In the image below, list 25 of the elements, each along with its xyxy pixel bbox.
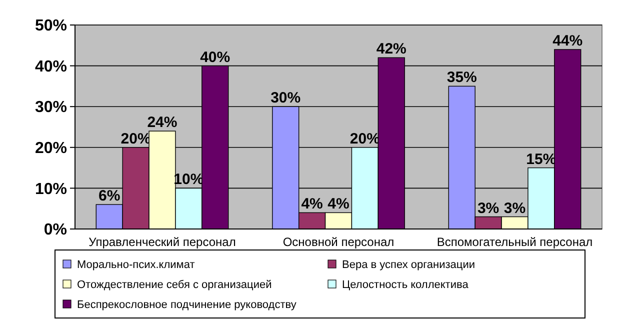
data-label: 40%: [200, 48, 230, 66]
x-tick-label: Вспомогательный персонал: [436, 235, 593, 249]
y-tick-label: 20%: [34, 140, 67, 157]
legend-label: Целостность коллектива: [342, 279, 470, 291]
y-tick-label: 50%: [34, 18, 67, 35]
data-label: 4%: [328, 196, 350, 213]
data-label: 4%: [301, 196, 323, 213]
y-tick-label: 40%: [34, 58, 67, 76]
data-label: 44%: [552, 32, 583, 50]
data-label: 6%: [98, 188, 120, 205]
legend-label: Отождествление себя с организацией: [77, 279, 272, 291]
y-tick-label: 10%: [34, 180, 67, 198]
data-label: 3%: [504, 200, 526, 217]
legend-label: Вера в успех организации: [342, 259, 476, 271]
y-tick-label: 0%: [44, 222, 67, 239]
legend-label: Морально-псих.климат: [77, 259, 195, 271]
data-label: 30%: [270, 90, 301, 107]
data-label: 35%: [446, 69, 477, 86]
legend-label: Беспрекословное подчинение руководству: [77, 299, 297, 311]
x-tick-label: Управленческий персонал: [88, 235, 236, 249]
y-tick-label: 30%: [34, 99, 67, 116]
data-label: 24%: [147, 114, 178, 132]
data-label: 3%: [477, 200, 500, 217]
x-tick-label: Основной персонал: [282, 235, 394, 249]
data-label: 42%: [376, 40, 406, 58]
